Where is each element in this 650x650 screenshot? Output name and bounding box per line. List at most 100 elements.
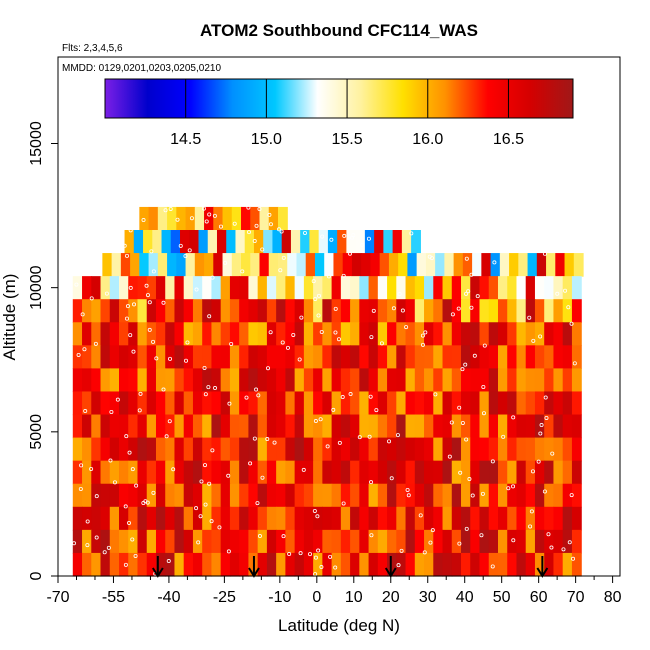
sample-point	[108, 458, 113, 463]
sample-point	[420, 342, 425, 347]
heatmap-cell	[235, 230, 246, 254]
heatmap-cell	[544, 368, 555, 393]
sample-point	[400, 308, 405, 313]
heatmap-cell	[562, 322, 573, 346]
heatmap-cell	[368, 322, 379, 346]
heatmap-cell	[470, 437, 481, 462]
sample-point	[175, 217, 180, 222]
heatmap-cell	[161, 230, 172, 254]
sample-point	[115, 397, 120, 402]
heatmap-cell	[414, 437, 425, 462]
heatmap-cell	[387, 506, 397, 531]
heatmap-cell	[322, 552, 333, 577]
heatmap-cell	[165, 391, 176, 416]
heatmap-cell	[405, 368, 416, 393]
chart-title: ATOM2 Southbound CFC114_WAS	[200, 21, 478, 40]
heatmap-cell	[229, 506, 240, 531]
heatmap-cell	[109, 483, 120, 508]
sample-point	[144, 283, 149, 288]
heatmap-cell	[424, 299, 434, 323]
heatmap-cell	[183, 414, 194, 439]
heatmap-cell	[470, 460, 481, 485]
sample-point	[194, 287, 199, 292]
sample-point	[85, 519, 90, 524]
heatmap-cell	[313, 345, 323, 369]
heatmap-cell	[257, 391, 268, 416]
heatmap-row	[72, 529, 582, 554]
heatmap-cell	[405, 322, 416, 346]
heatmap-cell	[414, 368, 425, 393]
sample-point	[341, 501, 346, 506]
heatmap-cell	[322, 299, 333, 323]
sample-point	[470, 493, 475, 498]
sample-point	[130, 467, 135, 472]
heatmap-cell	[571, 368, 582, 393]
heatmap-cell	[100, 506, 111, 531]
sample-point	[315, 514, 320, 519]
heatmap-cell	[331, 483, 342, 508]
heatmap-cell	[331, 276, 342, 300]
heatmap-cell	[546, 253, 556, 277]
heatmap-cell	[451, 460, 462, 485]
heatmap-cell	[488, 437, 499, 462]
sample-point	[83, 409, 88, 414]
heatmap-cell	[155, 483, 166, 508]
heatmap-row	[72, 437, 582, 462]
sample-point	[267, 212, 272, 217]
sample-point	[528, 524, 533, 529]
heatmap-cell	[361, 253, 372, 277]
heatmap-cell	[553, 552, 564, 577]
heatmap-cell	[359, 437, 370, 462]
heatmap-cell	[229, 368, 240, 393]
heatmap-cell	[451, 368, 462, 393]
sample-point	[167, 419, 172, 424]
sample-point	[395, 433, 400, 438]
heatmap-cell	[424, 414, 434, 439]
heatmap-cell	[100, 368, 111, 393]
sample-point	[420, 333, 425, 338]
heatmap-cell	[303, 552, 314, 577]
sample-point	[472, 353, 477, 358]
sample-point	[131, 349, 136, 354]
heatmap-cell	[451, 552, 462, 577]
heatmap-cell	[451, 483, 462, 508]
heatmap-cell	[359, 391, 370, 416]
heatmap-cell	[488, 414, 499, 439]
sample-point	[213, 386, 218, 391]
heatmap-cell	[257, 552, 268, 577]
sample-point	[125, 304, 130, 309]
sample-point	[204, 219, 209, 224]
heatmap-cell	[192, 299, 203, 323]
heatmap-row	[72, 345, 582, 369]
heatmap-cell	[387, 483, 397, 508]
heatmap-cell	[331, 299, 342, 323]
sample-point	[368, 394, 373, 399]
x-axis: -70 -55 -40 -25 -10 0 10 20 30 40 50 60 70 80	[46, 576, 622, 606]
heatmap-cell	[109, 460, 120, 485]
heatmap-cell	[82, 299, 92, 323]
heatmap-cell	[544, 391, 555, 416]
sample-point	[256, 393, 261, 398]
heatmap-cell	[359, 529, 370, 554]
sample-point	[529, 509, 534, 514]
heatmap-cell	[507, 322, 518, 346]
heatmap-cell	[405, 552, 416, 577]
sample-point	[124, 316, 129, 321]
sample-point	[168, 206, 173, 211]
sample-point	[207, 314, 212, 319]
heatmap-cell	[207, 230, 218, 254]
heatmap-cell	[555, 253, 566, 277]
heatmap-cell	[479, 483, 490, 508]
heatmap-cell	[91, 483, 102, 508]
sample-point	[399, 548, 404, 553]
heatmap-cell	[152, 230, 163, 254]
heatmap-cell	[368, 506, 379, 531]
heatmap-cell	[174, 368, 185, 393]
heatmap-cell	[497, 414, 508, 439]
heatmap-cell	[128, 437, 139, 462]
heatmap-cell	[100, 345, 111, 369]
heatmap-cell	[211, 276, 222, 300]
heatmap-cell	[433, 322, 444, 346]
heatmap-cell	[313, 483, 323, 508]
heatmap-cell	[285, 506, 296, 531]
